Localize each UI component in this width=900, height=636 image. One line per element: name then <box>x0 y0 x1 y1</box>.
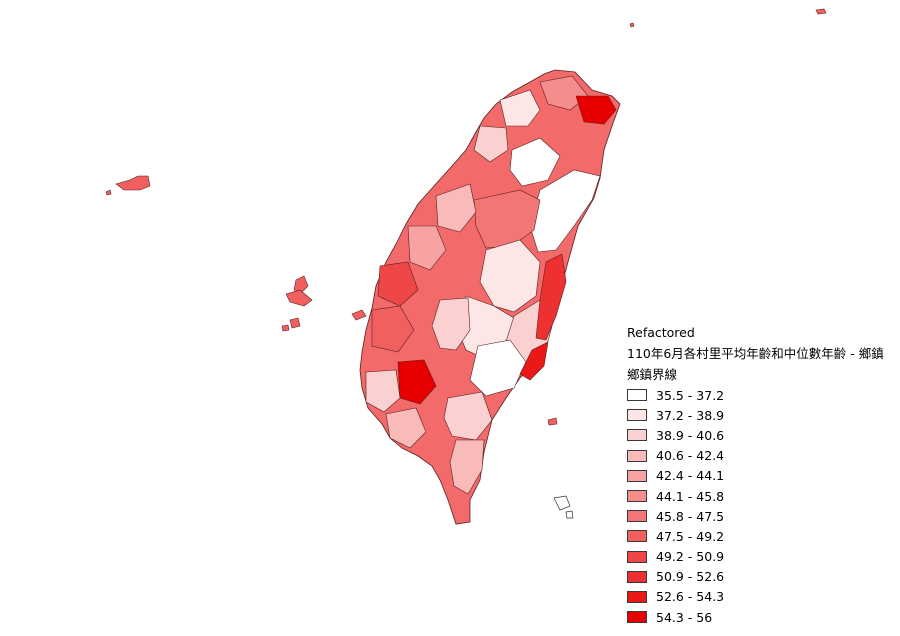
district-regions <box>365 75 617 495</box>
legend-swatch <box>627 570 647 583</box>
legend-group-title: Refactored <box>627 325 695 340</box>
legend-label: 40.6 - 42.4 <box>656 448 725 464</box>
legend-swatch <box>627 510 647 523</box>
legend-layer-title: 110年6月各村里平均年齡和中位數年齡 - 鄉鎮 <box>627 346 884 361</box>
legend-swatch <box>627 469 647 482</box>
legend-item: 38.9 - 40.6 <box>627 425 884 445</box>
legend-item: 47.5 - 49.2 <box>627 526 884 546</box>
legend-item: 49.2 - 50.9 <box>627 547 884 567</box>
penghu-islands <box>281 275 313 332</box>
legend-swatch <box>627 590 647 603</box>
legend-item: 44.1 - 45.8 <box>627 486 884 506</box>
legend-label: 38.9 - 40.6 <box>656 427 725 443</box>
legend-swatch <box>627 429 647 442</box>
legend-sublayer-title: 鄉鎮界線 <box>627 367 678 382</box>
legend-label: 44.1 - 45.8 <box>656 488 725 504</box>
legend-label: 52.6 - 54.3 <box>656 589 725 605</box>
legend-item: 50.9 - 52.6 <box>627 567 884 587</box>
legend-label: 49.2 - 50.9 <box>656 549 725 565</box>
legend-item: 37.2 - 38.9 <box>627 405 884 425</box>
eastern-islands <box>553 495 574 519</box>
legend-label: 45.8 - 47.5 <box>656 508 725 524</box>
outlying-islands <box>105 8 827 426</box>
legend-item: 54.3 - 56 <box>627 607 884 627</box>
legend-swatch <box>627 449 647 462</box>
legend-swatch <box>627 409 647 422</box>
legend-label: 42.4 - 44.1 <box>656 468 725 484</box>
legend-label: 50.9 - 52.6 <box>656 569 725 585</box>
legend-swatch <box>627 550 647 563</box>
legend-swatch <box>627 530 647 543</box>
legend-items: 35.5 - 37.2 37.2 - 38.9 38.9 - 40.6 40.6 - … <box>627 385 884 627</box>
legend-item: 42.4 - 44.1 <box>627 466 884 486</box>
legend-label: 37.2 - 38.9 <box>656 407 725 423</box>
legend-item: 40.6 - 42.4 <box>627 446 884 466</box>
legend-swatch <box>627 611 647 624</box>
legend-label: 35.5 - 37.2 <box>656 387 725 403</box>
legend-swatch <box>627 490 647 503</box>
legend-swatch <box>627 389 647 402</box>
map-legend: Refactored 110年6月各村里平均年齡和中位數年齡 - 鄉鎮 鄉鎮界線… <box>627 322 884 627</box>
legend-item: 45.8 - 47.5 <box>627 506 884 526</box>
legend-label: 54.3 - 56 <box>656 609 713 625</box>
legend-item: 35.5 - 37.2 <box>627 385 884 405</box>
legend-label: 47.5 - 49.2 <box>656 528 725 544</box>
legend-item: 52.6 - 54.3 <box>627 587 884 607</box>
